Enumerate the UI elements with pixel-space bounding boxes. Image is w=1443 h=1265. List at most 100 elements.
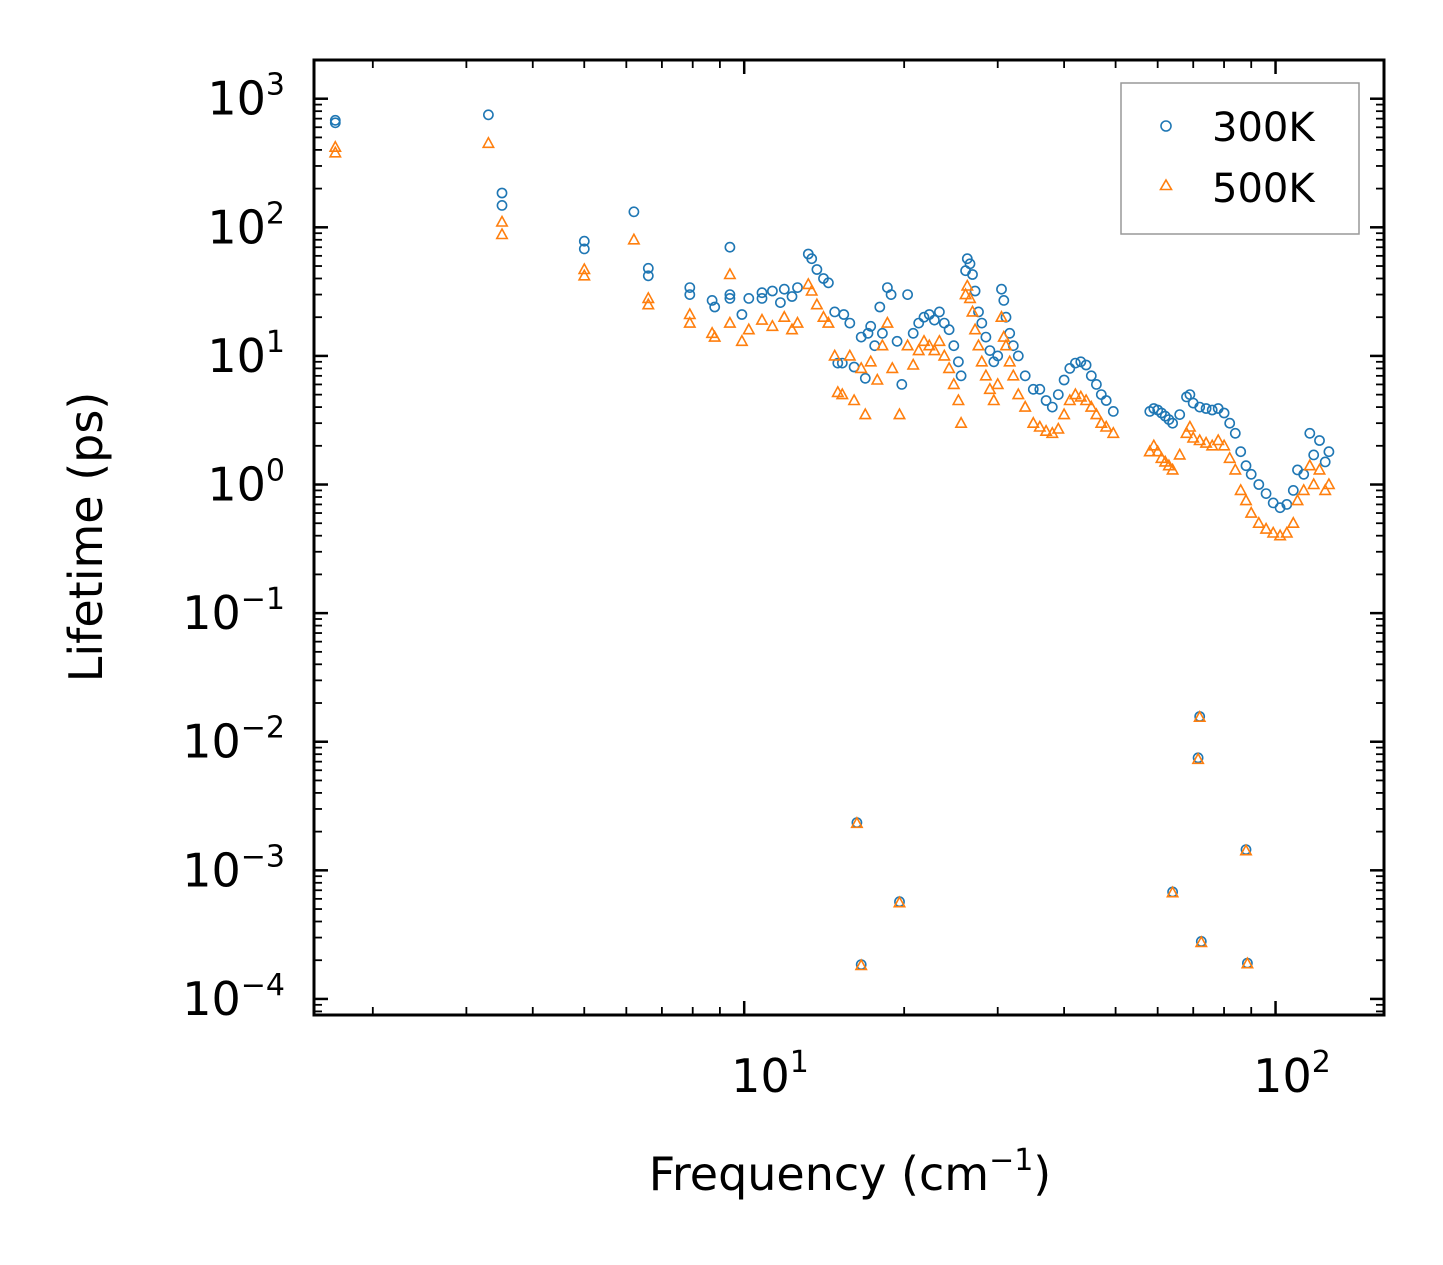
y-tick-exponent: −2 xyxy=(241,711,285,746)
data-point-300k xyxy=(1070,357,1081,369)
data-point-500k xyxy=(1147,438,1161,451)
y-tick-base: 10 xyxy=(182,586,241,640)
data-point-300k xyxy=(964,258,976,270)
data-point-300k xyxy=(1064,362,1076,374)
y-tick-exponent: −3 xyxy=(241,839,285,874)
data-point-300k xyxy=(961,253,973,265)
data-point-500k xyxy=(1068,387,1082,400)
data-point-500k xyxy=(1239,843,1253,856)
y-tick-exponent: 3 xyxy=(266,68,285,103)
data-point-500k xyxy=(1290,493,1305,506)
y-tick-base: 10 xyxy=(207,72,266,126)
data-point-500k xyxy=(968,322,982,335)
data-point-300k xyxy=(1174,409,1186,420)
data-point-500k xyxy=(1193,710,1207,722)
data-point-500k xyxy=(892,895,907,908)
data-point-300k xyxy=(984,345,996,356)
data-point-500k xyxy=(1033,419,1047,432)
data-point-300k xyxy=(934,306,945,318)
data-point-300k xyxy=(913,317,925,329)
data-point-500k xyxy=(858,407,872,420)
data-point-500k xyxy=(1199,435,1213,448)
data-point-500k xyxy=(1074,389,1088,402)
data-point-500k xyxy=(912,343,926,356)
data-point-500k xyxy=(801,277,815,290)
data-point-500k xyxy=(1011,387,1025,400)
y-tick-label: 101 xyxy=(207,325,285,383)
data-point-300k xyxy=(862,327,874,339)
x-axis-title: Frequency (cm−1) xyxy=(649,1143,1052,1201)
data-point-500k xyxy=(954,416,968,428)
data-point-300k xyxy=(792,282,803,293)
data-point-500k xyxy=(1211,433,1225,446)
y-tick-label: 103 xyxy=(207,68,285,126)
data-point-300k xyxy=(969,285,981,297)
data-point-500k xyxy=(960,278,974,291)
data-point-300k xyxy=(482,109,494,121)
data-point-500k xyxy=(641,291,655,304)
data-point-500k xyxy=(328,140,342,152)
data-point-300k xyxy=(1085,370,1097,382)
data-point-300k xyxy=(756,292,768,304)
data-point-300k xyxy=(1034,383,1046,395)
legend-marker-300k xyxy=(1160,120,1172,132)
data-point-300k xyxy=(1274,502,1286,514)
data-point-300k xyxy=(724,241,736,253)
data-point-500k xyxy=(1003,354,1017,367)
x-tick-labels: 101 102 xyxy=(731,1045,1331,1103)
data-point-500k xyxy=(1143,444,1157,457)
data-point-300k xyxy=(1240,460,1252,472)
data-point-500k xyxy=(885,361,899,374)
data-point-500k xyxy=(641,297,655,310)
data-point-500k xyxy=(708,329,722,342)
data-point-500k xyxy=(965,304,980,317)
data-point-300k xyxy=(756,287,768,299)
data-point-500k xyxy=(1194,935,1208,948)
data-point-500k xyxy=(1312,462,1327,475)
data-point-500k xyxy=(959,287,973,300)
data-point-500k xyxy=(1051,421,1065,434)
y-tick-label: 10−2 xyxy=(182,711,285,769)
data-point-500k xyxy=(971,338,986,351)
x-tick-label-100: 102 xyxy=(1253,1045,1331,1103)
y-tick-label: 10−4 xyxy=(182,968,285,1026)
data-point-500k xyxy=(1018,399,1032,412)
data-point-300k xyxy=(1194,401,1206,413)
data-point-300k xyxy=(918,311,930,323)
data-point-300k xyxy=(496,187,508,199)
data-point-500k xyxy=(735,334,749,347)
data-point-500k xyxy=(1057,407,1071,420)
data-point-500k xyxy=(937,348,951,361)
data-point-500k xyxy=(328,145,342,158)
data-point-300k xyxy=(865,320,877,332)
data-point-300k xyxy=(706,294,718,306)
data-point-300k xyxy=(1095,389,1107,400)
y-tick-exponent: 0 xyxy=(266,454,285,489)
data-point-500k xyxy=(1173,447,1187,460)
data-point-500k xyxy=(1026,416,1040,428)
data-point-300k xyxy=(1229,427,1241,439)
data-point-500k xyxy=(942,361,956,374)
data-point-500k xyxy=(1217,438,1231,451)
data-point-500k xyxy=(577,262,591,275)
series-300k xyxy=(329,109,1335,970)
data-point-500k xyxy=(1166,462,1180,475)
data-point-500k xyxy=(1106,426,1120,439)
data-point-500k xyxy=(777,310,791,322)
data-point-300k xyxy=(877,327,888,339)
legend-label-500k: 500K xyxy=(1212,166,1316,212)
data-point-500k xyxy=(1151,444,1165,457)
data-point-300k xyxy=(943,324,955,336)
data-point-500k xyxy=(495,214,509,227)
data-point-500k xyxy=(1244,505,1258,518)
data-point-500k xyxy=(765,319,779,332)
y-tick-exponent: −4 xyxy=(241,968,285,1003)
data-point-300k xyxy=(1080,359,1092,371)
data-point-300k xyxy=(1287,484,1299,496)
data-point-500k xyxy=(821,315,835,328)
data-point-300k xyxy=(844,317,856,329)
data-point-500k xyxy=(790,315,805,328)
data-point-500k xyxy=(1240,956,1254,969)
data-point-500k xyxy=(1006,368,1020,381)
data-point-300k xyxy=(823,277,834,289)
